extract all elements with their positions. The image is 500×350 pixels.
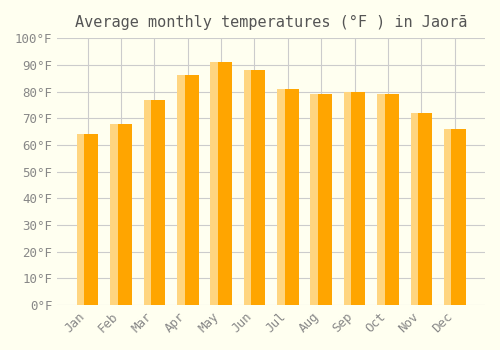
Bar [410, 113, 432, 305]
Bar [244, 70, 251, 305]
Bar [77, 134, 98, 305]
Bar [377, 94, 399, 305]
Bar [444, 129, 452, 305]
Bar [377, 94, 384, 305]
Bar [277, 89, 284, 305]
Bar [344, 91, 352, 305]
Bar [310, 94, 318, 305]
Bar [110, 124, 132, 305]
Bar [210, 62, 232, 305]
Bar [277, 89, 298, 305]
Bar [410, 113, 418, 305]
Bar [144, 99, 151, 305]
Title: Average monthly temperatures (°F ) in Jaorā: Average monthly temperatures (°F ) in Ja… [75, 15, 468, 30]
Bar [177, 76, 184, 305]
Bar [77, 134, 84, 305]
Bar [344, 91, 366, 305]
Bar [210, 62, 218, 305]
Bar [444, 129, 466, 305]
Bar [310, 94, 332, 305]
Bar [110, 124, 118, 305]
Bar [144, 99, 165, 305]
Bar [244, 70, 266, 305]
Bar [177, 76, 199, 305]
